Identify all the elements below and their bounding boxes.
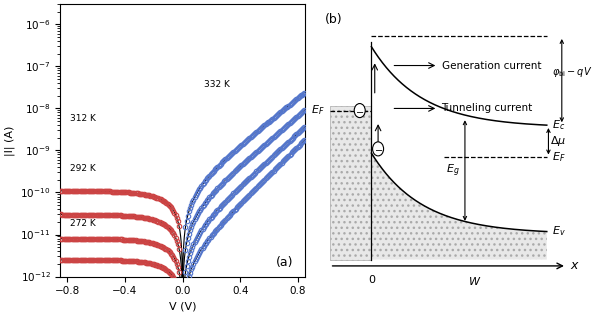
Text: $-$: $-$ [374, 144, 383, 154]
X-axis label: V (V): V (V) [169, 302, 196, 312]
Text: Generation current: Generation current [442, 61, 541, 70]
Text: $E_v$: $E_v$ [552, 225, 565, 239]
Text: 0: 0 [368, 276, 375, 285]
Text: $E_F$: $E_F$ [552, 150, 565, 164]
Text: $\varphi_{\rm bi}-qV$: $\varphi_{\rm bi}-qV$ [552, 65, 592, 79]
Text: $\Delta\mu$: $\Delta\mu$ [550, 134, 566, 148]
Text: 272 K: 272 K [70, 219, 96, 228]
Text: $-$: $-$ [355, 106, 364, 116]
Text: $E_g$: $E_g$ [446, 162, 460, 179]
Circle shape [354, 104, 365, 118]
Text: $E_F$: $E_F$ [311, 104, 325, 118]
Text: 292 K: 292 K [70, 164, 96, 173]
Circle shape [373, 142, 383, 156]
Text: Tunneling current: Tunneling current [442, 103, 533, 113]
Text: $x$: $x$ [570, 259, 580, 272]
Text: $W$: $W$ [468, 276, 482, 288]
Text: (a): (a) [275, 256, 293, 269]
Bar [329, 106, 371, 259]
Y-axis label: |I| (A): |I| (A) [4, 125, 14, 155]
Text: (b): (b) [325, 13, 342, 26]
Text: 332 K: 332 K [204, 80, 230, 89]
Text: 312 K: 312 K [70, 114, 96, 123]
Text: $E_c$: $E_c$ [552, 118, 565, 132]
